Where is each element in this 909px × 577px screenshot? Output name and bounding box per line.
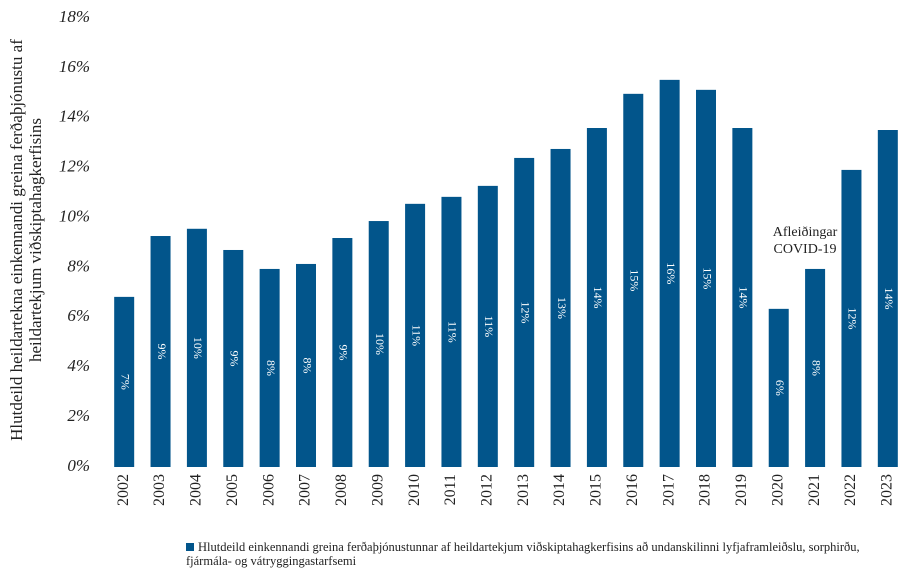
- x-tick-label: 2020: [769, 474, 786, 506]
- bar: [259, 268, 280, 467]
- x-tick-label: 2003: [151, 474, 168, 506]
- y-tick-label: 6%: [67, 306, 90, 325]
- x-tick-label: 2006: [260, 474, 277, 506]
- x-tick-label: 2008: [333, 474, 350, 506]
- value-label: 9%: [155, 344, 169, 360]
- y-tick-label: 12%: [59, 157, 90, 176]
- value-label: 9%: [337, 345, 351, 361]
- legend-swatch: [186, 543, 194, 551]
- bar: [586, 128, 607, 467]
- bar: [550, 148, 571, 468]
- bar: [841, 169, 862, 467]
- bar: [696, 89, 716, 467]
- y-tick-label: 8%: [67, 256, 90, 275]
- legend: Hlutdeild einkennandi greina ferðaþjónus…: [186, 540, 906, 568]
- value-label: 8%: [264, 360, 278, 376]
- legend-label: Hlutdeild einkennandi greina ferðaþjónus…: [186, 540, 860, 568]
- x-tick-label: 2022: [842, 474, 859, 506]
- annotation: COVID-19: [774, 242, 837, 257]
- value-label: 6%: [773, 380, 787, 396]
- x-tick-label: 2005: [224, 474, 241, 506]
- y-tick-label: 0%: [67, 456, 90, 475]
- bar: [150, 236, 171, 467]
- x-tick-label: 2018: [697, 474, 714, 506]
- bar: [877, 130, 898, 467]
- value-label: 7%: [118, 374, 132, 390]
- value-label: 11%: [446, 321, 460, 343]
- x-tick-label: 2013: [515, 474, 532, 506]
- bar: [223, 249, 244, 467]
- y-tick-label: 2%: [67, 406, 90, 425]
- bar: [623, 93, 644, 467]
- x-tick-label: 2017: [660, 474, 677, 506]
- x-tick-label: 2007: [297, 474, 314, 506]
- value-label: 10%: [191, 337, 205, 359]
- bar: [114, 296, 135, 467]
- bar: [805, 268, 826, 467]
- bar: [368, 221, 389, 467]
- value-label: 11%: [482, 316, 496, 338]
- annotation: Afleiðingar: [773, 225, 838, 240]
- bar: [405, 203, 426, 467]
- value-label: 8%: [809, 360, 823, 376]
- value-label: 12%: [518, 301, 532, 323]
- value-label: 9%: [228, 350, 242, 366]
- bar: [477, 185, 498, 468]
- y-tick-label: 10%: [59, 206, 90, 225]
- bar: [332, 238, 353, 467]
- bar: [514, 157, 535, 467]
- x-tick-label: 2015: [588, 474, 605, 506]
- value-label: 16%: [664, 262, 678, 284]
- y-axis-title-line: heildartekjum viðskiptahagkerfisins: [26, 118, 45, 362]
- x-tick-label: 2016: [624, 474, 641, 506]
- value-label: 15%: [628, 269, 642, 291]
- x-tick-label: 2011: [442, 474, 459, 505]
- bar: [441, 196, 462, 467]
- bar: [186, 228, 207, 467]
- value-label: 14%: [591, 287, 605, 309]
- value-label: 12%: [846, 307, 860, 329]
- bar: [296, 263, 316, 467]
- x-tick-label: 2004: [188, 474, 205, 506]
- y-tick-label: 14%: [59, 107, 90, 126]
- value-label: 15%: [700, 267, 714, 289]
- x-tick-label: 2019: [733, 474, 750, 506]
- value-label: 8%: [300, 357, 314, 373]
- bar: [659, 79, 680, 468]
- y-tick-label: 16%: [59, 57, 90, 76]
- value-label: 13%: [555, 297, 569, 319]
- x-tick-label: 2014: [551, 474, 568, 506]
- x-tick-label: 2009: [369, 474, 386, 506]
- x-tick-label: 2012: [478, 474, 495, 506]
- x-tick-label: 2002: [115, 474, 132, 506]
- value-label: 14%: [882, 288, 896, 310]
- y-axis-title-line: Hlutdeild heildartekna einkennandi grein…: [7, 39, 26, 441]
- y-axis-title: Hlutdeild heildartekna einkennandi grein…: [7, 39, 45, 441]
- value-label: 10%: [373, 333, 387, 355]
- value-label: 14%: [737, 287, 751, 309]
- bar: [768, 308, 789, 467]
- x-tick-label: 2021: [806, 474, 823, 506]
- y-tick-label: 18%: [59, 7, 90, 26]
- x-tick-label: 2023: [878, 474, 895, 506]
- x-tick-label: 2010: [406, 474, 423, 506]
- bar: [732, 128, 753, 467]
- y-tick-label: 4%: [67, 356, 90, 375]
- value-label: 11%: [409, 325, 423, 347]
